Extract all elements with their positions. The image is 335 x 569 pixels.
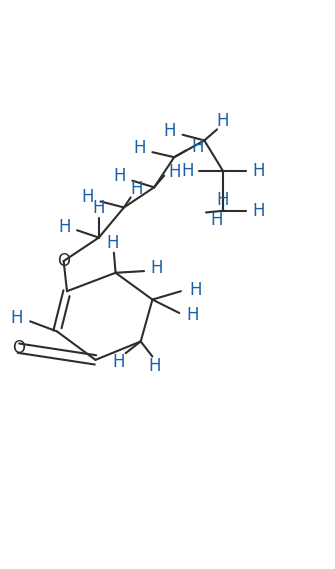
Text: H: H — [114, 167, 126, 185]
Text: H: H — [210, 211, 223, 229]
Text: H: H — [10, 309, 23, 327]
Text: H: H — [134, 139, 146, 158]
Text: H: H — [92, 199, 105, 217]
Text: O: O — [57, 252, 70, 270]
Text: H: H — [216, 191, 229, 209]
Text: H: H — [181, 162, 194, 180]
Text: H: H — [59, 218, 71, 236]
Text: H: H — [253, 202, 265, 220]
Text: H: H — [186, 306, 199, 324]
Text: H: H — [169, 163, 181, 180]
Text: H: H — [113, 353, 125, 370]
Text: H: H — [189, 281, 202, 299]
Text: H: H — [150, 259, 163, 278]
Text: H: H — [191, 138, 204, 156]
Text: H: H — [216, 112, 229, 130]
Text: H: H — [82, 188, 94, 207]
Text: H: H — [130, 180, 143, 198]
Text: O: O — [12, 339, 25, 357]
Text: H: H — [106, 234, 119, 252]
Text: H: H — [148, 357, 161, 374]
Text: H: H — [163, 122, 176, 140]
Text: H: H — [252, 162, 265, 180]
